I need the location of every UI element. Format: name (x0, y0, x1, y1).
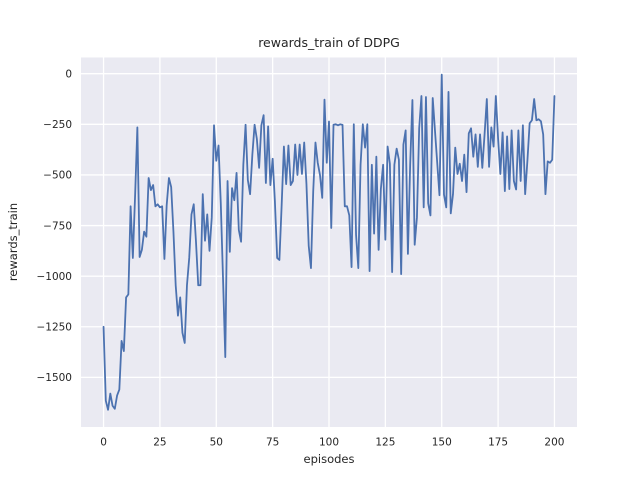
x-axis-label: episodes (304, 452, 355, 466)
series-group (102, 73, 556, 411)
y-axis-label: rewards_train (6, 203, 20, 281)
y-tick-label: −500 (43, 170, 72, 182)
y-tick-label: −250 (43, 119, 72, 131)
y-tick-labels: 0 −250 −500 −750 −1000 −1250 −1500 (36, 68, 72, 384)
x-tick-label: 100 (319, 437, 339, 449)
x-tick-label: 25 (153, 437, 166, 449)
x-tick-label: 50 (210, 437, 223, 449)
reward-line (102, 73, 556, 411)
x-tick-label: 175 (488, 437, 508, 449)
x-tick-label: 150 (432, 437, 452, 449)
x-tick-labels: 0 25 50 75 100 125 150 175 200 (100, 437, 564, 449)
y-tick-label: −1250 (36, 322, 72, 334)
x-tick-label: 200 (544, 437, 564, 449)
x-tick-label: 125 (375, 437, 395, 449)
y-tick-label: 0 (65, 68, 72, 80)
y-tick-label: −1500 (36, 372, 72, 384)
x-tick-label: 0 (100, 437, 107, 449)
y-tick-label: −1000 (36, 271, 72, 283)
y-tick-label: −750 (43, 220, 72, 232)
chart-title: rewards_train of DDPG (258, 35, 400, 50)
x-tick-label: 75 (266, 437, 279, 449)
